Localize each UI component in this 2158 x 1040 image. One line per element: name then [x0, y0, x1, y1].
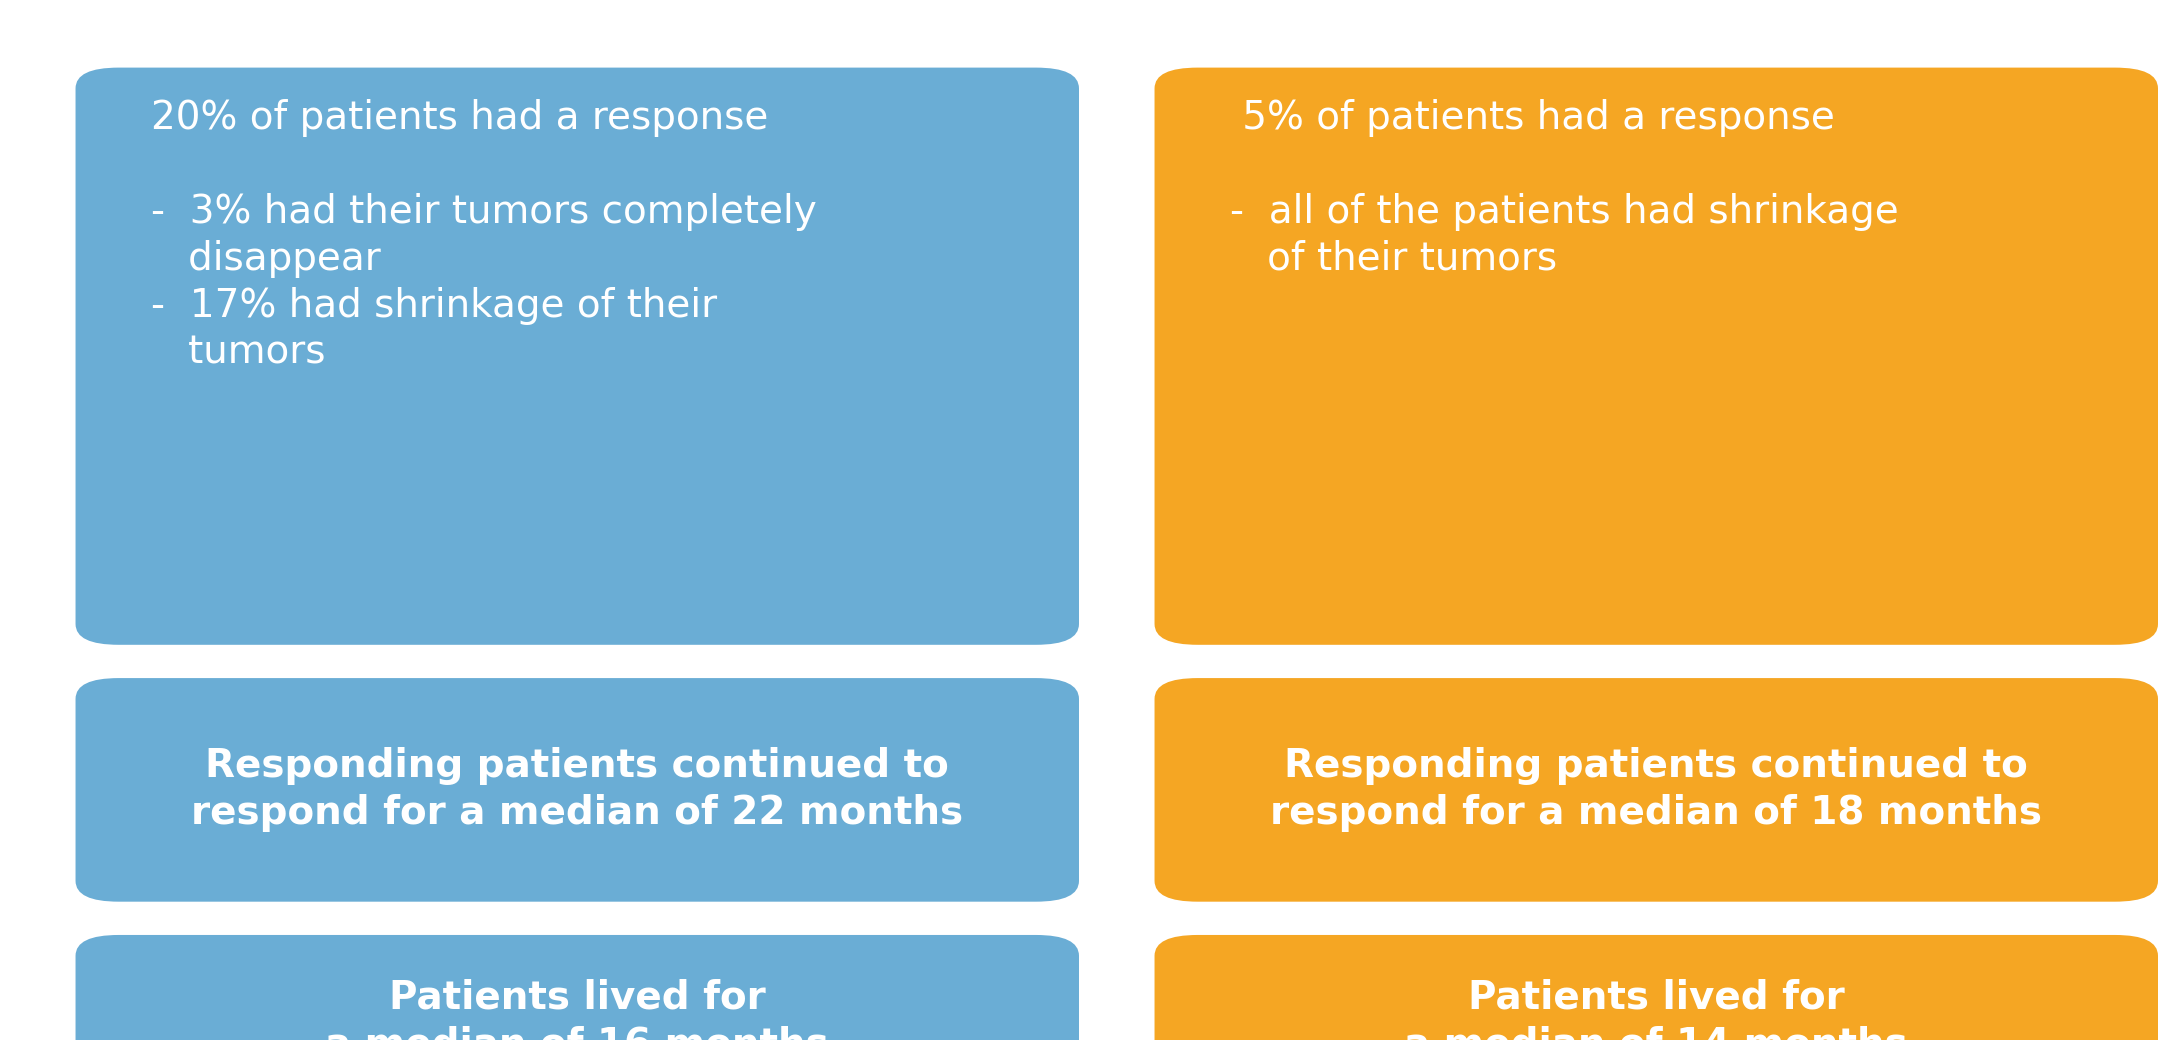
Text: Responding patients continued to
respond for a median of 18 months: Responding patients continued to respond…: [1271, 748, 2041, 832]
Text: 5% of patients had a response

-  all of the patients had shrinkage
   of their : 5% of patients had a response - all of t…: [1230, 99, 1899, 278]
FancyBboxPatch shape: [76, 678, 1079, 902]
FancyBboxPatch shape: [1155, 678, 2158, 902]
Text: Patients lived for
a median of 14 months: Patients lived for a median of 14 months: [1405, 979, 1908, 1040]
FancyBboxPatch shape: [1155, 68, 2158, 645]
Text: Patients lived for
a median of 16 months: Patients lived for a median of 16 months: [326, 979, 829, 1040]
Text: Responding patients continued to
respond for a median of 22 months: Responding patients continued to respond…: [192, 748, 962, 832]
FancyBboxPatch shape: [76, 68, 1079, 645]
Text: 20% of patients had a response

-  3% had their tumors completely
   disappear
-: 20% of patients had a response - 3% had …: [151, 99, 818, 371]
FancyBboxPatch shape: [76, 935, 1079, 1040]
FancyBboxPatch shape: [1155, 935, 2158, 1040]
